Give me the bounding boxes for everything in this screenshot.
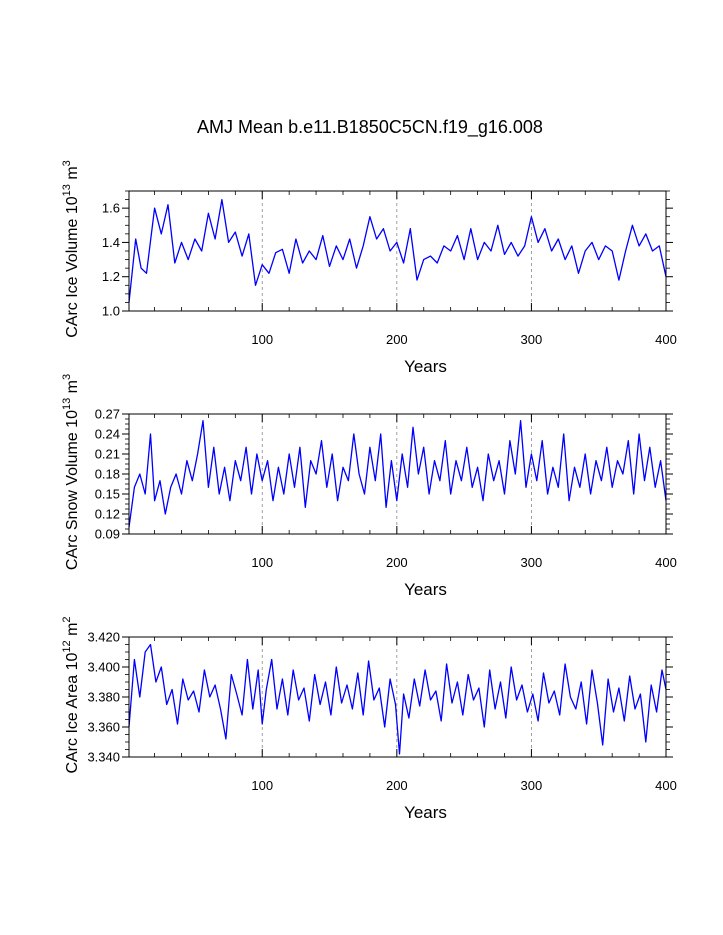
snow-volume-xtick-label: 200	[386, 555, 408, 570]
ylabel-superscript: 3	[61, 160, 73, 166]
ylabel-superscript: 13	[61, 184, 73, 196]
ylabel-superscript: 13	[61, 398, 73, 410]
ylabel-superscript: 3	[61, 374, 73, 380]
ice-volume-ytick-label: 1.2	[102, 269, 120, 284]
snow-volume-ytick-label: 0.12	[95, 507, 120, 522]
ice-volume-panel: 100 200 300 400 1.0 1.2 1.4 1.6 Years CArc Ice Vo…	[61, 160, 677, 376]
snow-volume-ytick-label: 0.24	[95, 427, 120, 442]
snow-volume-xtick-label: 400	[655, 555, 677, 570]
ylabel-superscript: 12	[61, 640, 73, 652]
ice-area-xlabel: Years	[404, 803, 447, 822]
snow-volume-ytick-label: 0.09	[95, 527, 120, 542]
ice-area-ylabel: CArc Ice Area 1012 m2	[61, 616, 81, 773]
snow-volume-ytick-label: 0.21	[95, 447, 120, 462]
ice-volume-ytick-label: 1.0	[102, 304, 120, 319]
ice-volume-ytick-label: 1.6	[102, 201, 120, 216]
ice-area-panel: 100 200 300 400 3.340 3.360 3.380 3.400 3.420 Yea…	[61, 616, 677, 822]
ice-area-xtick-label: 200	[386, 778, 408, 793]
ylabel-text: CArc Ice Volume 10	[64, 196, 81, 338]
ice-volume-xtick-label: 300	[521, 332, 543, 347]
ice-area-ytick-label: 3.380	[87, 690, 120, 705]
ylabel-superscript: 2	[61, 616, 73, 622]
ice-area-ytick-label: 3.340	[87, 750, 120, 765]
figure-title: AMJ Mean b.e11.B1850C5CN.f19_g16.008	[197, 117, 543, 138]
ice-volume-xlabel: Years	[404, 357, 447, 376]
snow-volume-xtick-label: 300	[521, 555, 543, 570]
ice-area-ytick-label: 3.400	[87, 660, 120, 675]
snow-volume-xtick-label: 100	[251, 555, 273, 570]
snow-volume-ytick-label: 0.15	[95, 487, 120, 502]
ice-area-ytick-label: 3.360	[87, 720, 120, 735]
ice-area-ytick-label: 3.420	[87, 630, 120, 645]
snow-volume-series-line	[128, 420, 667, 528]
ylabel-text: CArc Ice Area 10	[64, 653, 81, 774]
ice-area-xtick-label: 300	[521, 778, 543, 793]
snow-volume-ylabel: CArc Snow Volume 1013 m3	[61, 374, 81, 570]
ice-volume-series-line	[128, 198, 667, 303]
ylabel-text: m	[64, 166, 81, 184]
snow-volume-panel: 100 200 300 400 0.09 0.12 0.15 0.18 0.21 0.24 0.27…	[61, 374, 677, 599]
ylabel-text: CArc Snow Volume 10	[64, 410, 81, 570]
ice-area-xtick-label: 400	[655, 778, 677, 793]
ylabel-text: m	[64, 623, 81, 641]
ice-volume-xtick-label: 400	[655, 332, 677, 347]
ylabel-text: m	[64, 380, 81, 398]
snow-volume-ytick-label: 0.18	[95, 467, 120, 482]
snow-volume-ytick-label: 0.27	[95, 407, 120, 422]
ice-volume-ylabel: CArc Ice Volume 1013 m3	[61, 160, 81, 338]
ice-area-xtick-label: 100	[251, 778, 273, 793]
snow-volume-xlabel: Years	[404, 580, 447, 599]
ice-volume-xtick-label: 200	[386, 332, 408, 347]
ice-volume-ytick-label: 1.4	[102, 235, 120, 250]
ice-area-series-line	[128, 643, 667, 755]
ice-volume-xtick-label: 100	[251, 332, 273, 347]
